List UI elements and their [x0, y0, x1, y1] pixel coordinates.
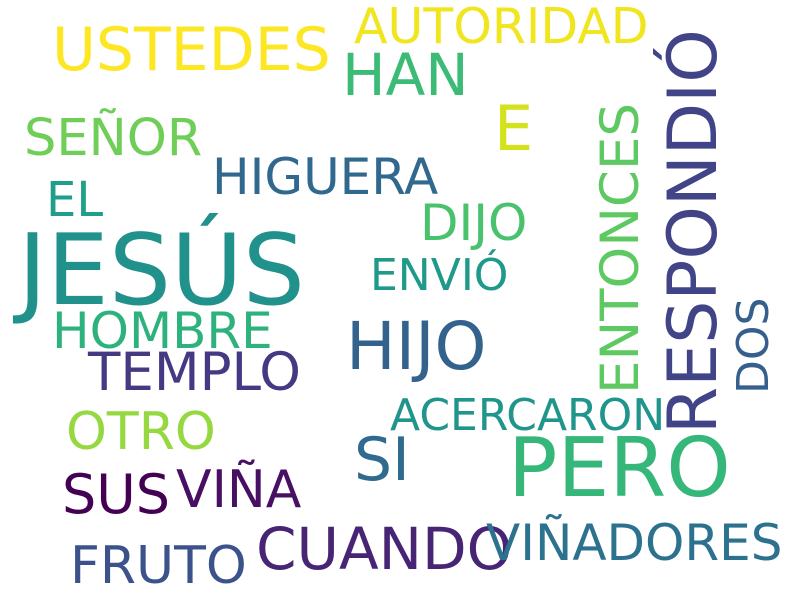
word-otro: OTRO — [66, 402, 216, 462]
word-senor: SEÑOR — [24, 109, 203, 168]
word-dos: DOS — [728, 297, 779, 394]
word-templo: TEMPLO — [88, 342, 301, 403]
word-vinadores: VIÑADORES — [486, 514, 783, 572]
word-dijo: DIJO — [420, 194, 528, 252]
word-vina: VIÑA — [176, 460, 302, 520]
word-fruto: FRUTO — [70, 536, 247, 596]
word-envio: ENVIÓ — [370, 250, 509, 301]
word-ustedes: USTEDES — [52, 15, 331, 85]
word-el: EL — [46, 172, 104, 228]
word-si: SI — [354, 425, 410, 495]
word-e: E — [494, 92, 534, 165]
word-han: HAN — [342, 41, 469, 109]
word-autoridad: AUTORIDAD — [354, 0, 649, 55]
word-respondio: RESPONDIÓ — [654, 29, 733, 434]
word-pero: PERO — [508, 421, 731, 516]
word-cuando: CUANDO — [256, 515, 513, 583]
word-entonces: ENTONCES — [590, 102, 651, 394]
word-hijo: HIJO — [346, 308, 487, 385]
word-sus: SUS — [62, 463, 171, 526]
word-hombre: HOMBRE — [52, 302, 273, 360]
word-jesus: JESÚS — [18, 214, 305, 328]
word-acercaron: ACERCARON — [390, 390, 666, 441]
word-higuera: HIGUERA — [212, 148, 439, 206]
